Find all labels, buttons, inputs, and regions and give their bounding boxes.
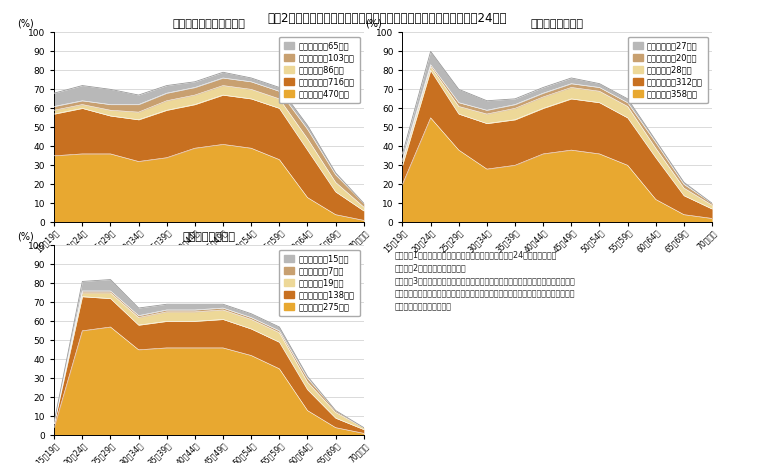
Legend: 完全失業者：27万人, 家族従業者：20万人, 自営業主：28万人, 非正規雇用：312万人, 正規雇用：358万人: 完全失業者：27万人, 家族従業者：20万人, 自営業主：28万人, 非正規雇用…	[628, 37, 708, 103]
Text: 図表2　女性の教育別年齢階級別労働力率の就業形態別内訳（平成24年）: 図表2 女性の教育別年齢階級別労働力率の就業形態別内訳（平成24年）	[267, 12, 507, 25]
Legend: 完全失業者：15万人, 家族従業者：7万人, 自営業主：19万人, 非正規雇用：138万人, 正規雇用：275万人: 完全失業者：15万人, 家族従業者：7万人, 自営業主：19万人, 非正規雇用：…	[279, 250, 360, 316]
Title: ＜大学・短大卒＞: ＜大学・短大卒＞	[183, 232, 235, 242]
Title: ＜短大・高専卒＞: ＜短大・高専卒＞	[531, 19, 584, 29]
Legend: 完全失業者：65万人, 家族従業者：103万人, 自営業主：86万人, 非正規雇用：716万人, 正規雇用：470万人: 完全失業者：65万人, 家族従業者：103万人, 自営業主：86万人, 非正規雇…	[279, 37, 360, 103]
Text: (%): (%)	[17, 19, 34, 29]
Text: (%): (%)	[365, 19, 382, 29]
Title: ＜小学・中学・高校卒＞: ＜小学・中学・高校卒＞	[173, 19, 245, 29]
Text: (%): (%)	[17, 232, 34, 242]
Text: （備考）1．総務省「労働力調査（詳細集計）」（平成24年）より作成。
　　　　2．「在学中」を除く。
　　　　3．「正規雇用」は「役員」と「正規の職員・従業員」: （備考）1．総務省「労働力調査（詳細集計）」（平成24年）より作成。 2．「在学…	[395, 250, 576, 312]
